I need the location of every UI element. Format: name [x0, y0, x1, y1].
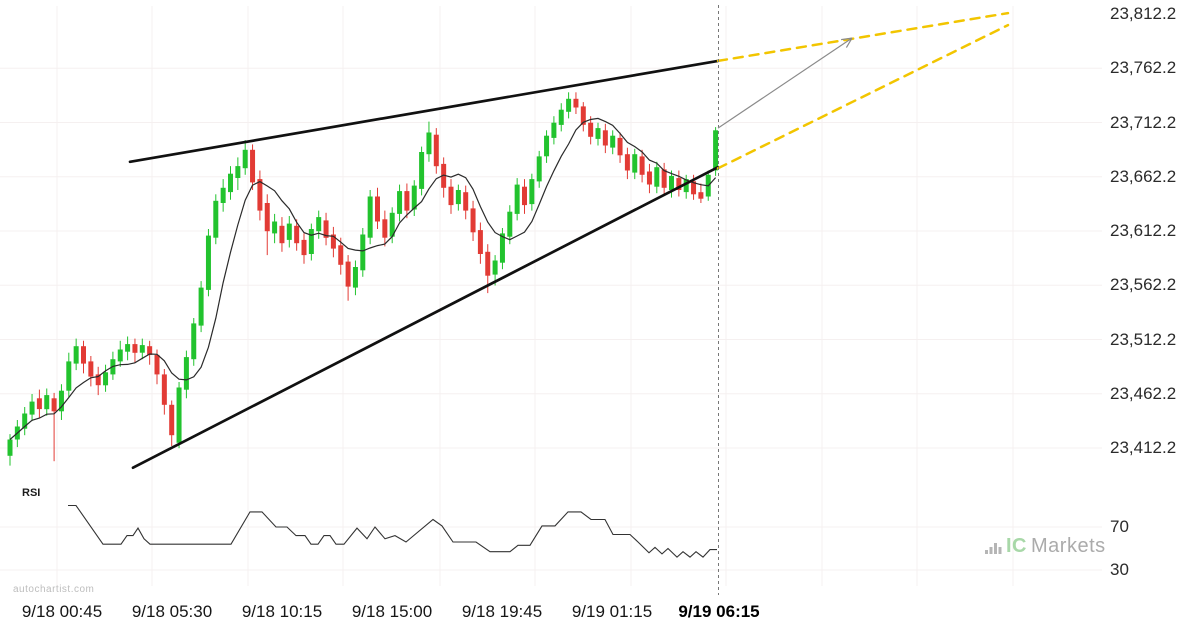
rsi-label: RSI — [22, 487, 41, 499]
price-tick: 23,762.2 — [1110, 58, 1177, 77]
broker-logo-markets: Markets — [1031, 535, 1106, 557]
price-tick: 23,812.2 — [1110, 4, 1177, 23]
rsi-level-70: 70 — [1110, 517, 1129, 536]
forecast-lines — [716, 11, 1010, 170]
ma-line — [9, 117, 717, 440]
watermark: autochartist.com — [13, 584, 95, 595]
time-tick: 9/18 19:45 — [461, 602, 543, 621]
price-tick: 23,512.2 — [1110, 330, 1177, 349]
broker-logo-ic: IC — [1006, 535, 1027, 557]
price-tick: 23,712.2 — [1110, 113, 1177, 132]
time-tick: 9/18 00:45 — [21, 602, 103, 621]
rsi-line — [68, 504, 717, 558]
trendlines — [128, 59, 720, 470]
time-tick: 9/19 01:15 — [571, 602, 653, 621]
price-tick: 23,412.2 — [1110, 438, 1177, 457]
price-tick: 23,612.2 — [1110, 221, 1177, 240]
candles — [7, 92, 719, 466]
broker-logo: IC Markets — [985, 534, 1106, 558]
time-tick: 9/18 05:30 — [131, 602, 213, 621]
price-tick: 23,662.2 — [1110, 167, 1177, 186]
gridlines — [0, 6, 1102, 586]
time-tick: 9/18 10:15 — [241, 602, 323, 621]
price-tick: 23,562.2 — [1110, 275, 1177, 294]
bar-chart-icon — [985, 542, 1002, 554]
rsi-level-30: 30 — [1110, 560, 1129, 579]
time-tick: 9/19 06:15 — [678, 602, 760, 621]
time-tick: 9/18 15:00 — [351, 602, 433, 621]
price-tick: 23,462.2 — [1110, 384, 1177, 403]
breakout-arrow — [717, 37, 853, 129]
